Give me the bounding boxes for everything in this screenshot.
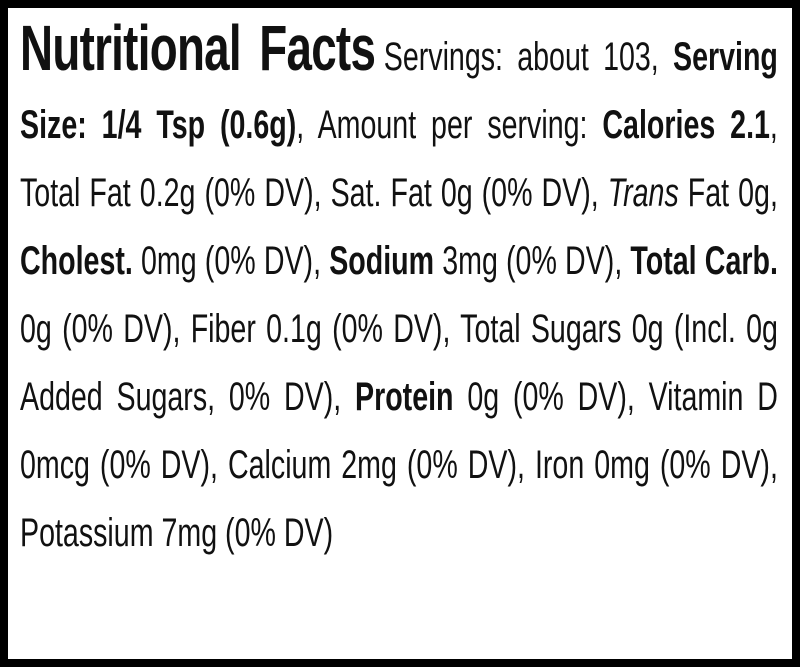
text-run: 0g (0% DV), Vitamin D 0mcg (0% DV), Calc…: [20, 375, 786, 555]
text-run: , Total Fat 0.2g (0% DV), Sat. Fat 0g (0…: [20, 103, 786, 215]
bold-text: Protein: [354, 375, 454, 419]
text-run: Servings: about 103,: [383, 35, 673, 79]
italic-text: Trans: [607, 171, 679, 215]
bold-text: Calories 2.1: [602, 103, 770, 147]
label-title: Nutritional Facts: [20, 12, 376, 84]
text-run: 0g (0% DV), Fiber 0.1g (0% DV), Total Su…: [20, 239, 786, 419]
bold-text: Serving Size: 1/4 Tsp (0.6g): [20, 35, 786, 147]
text-run: Fat 0g,: [678, 171, 786, 215]
bold-text: Cholest.: [20, 239, 133, 283]
text-run: 0mg (0% DV),: [132, 239, 330, 283]
label-text: Nutritional Facts Servings: about 103, Se…: [20, 14, 778, 567]
bold-text: Total Carb.: [630, 239, 778, 283]
text-run: 3mg (0% DV),: [434, 239, 631, 283]
text-run: , Amount per serving:: [296, 103, 603, 147]
bold-text: Sodium: [329, 239, 435, 283]
